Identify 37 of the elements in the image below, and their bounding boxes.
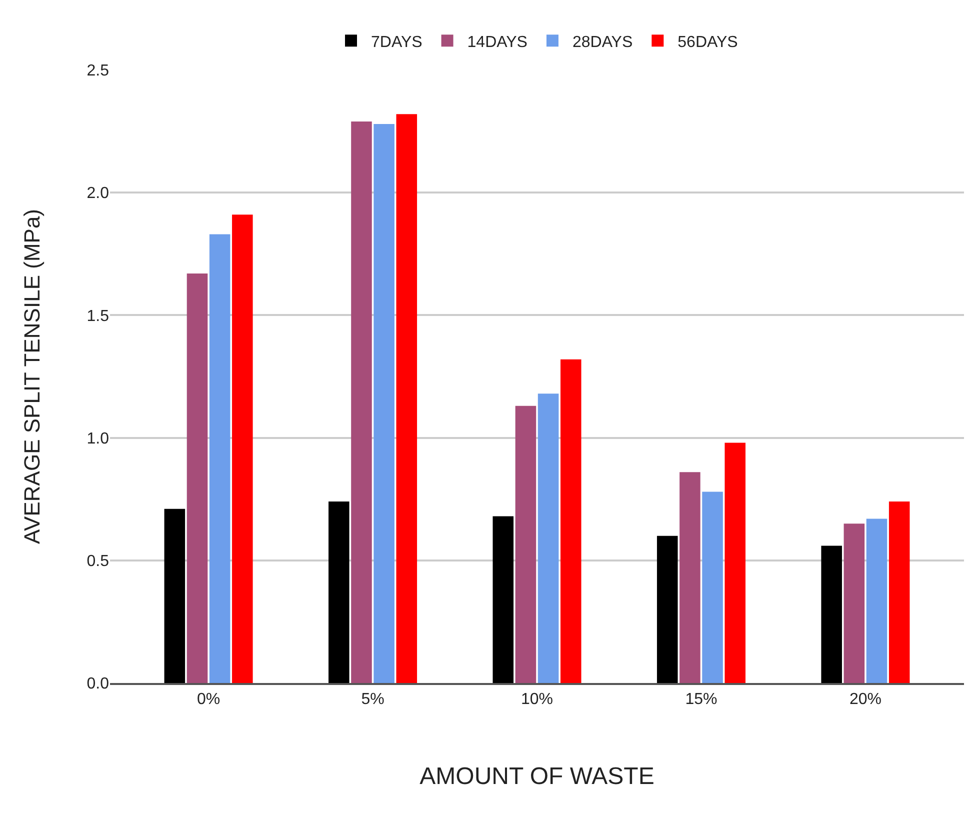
bar <box>866 518 888 683</box>
bar <box>844 524 865 683</box>
bar <box>164 508 186 683</box>
x-tick-label: 15% <box>685 691 718 708</box>
x-axis-title: AMOUNT OF WASTE <box>420 763 654 790</box>
bar <box>888 502 910 683</box>
y-tick-label: 2.5 <box>86 62 110 80</box>
bar <box>328 502 350 683</box>
bar <box>396 114 418 683</box>
x-tick-label: 5% <box>361 691 384 708</box>
bar <box>656 536 678 683</box>
legend-label: 28DAYS <box>572 34 633 51</box>
x-tick-label: 10% <box>520 691 554 708</box>
bar <box>821 546 842 683</box>
bar <box>702 492 723 683</box>
bar <box>374 124 394 683</box>
bar <box>560 359 582 683</box>
bar <box>351 121 372 683</box>
legend-label: 14DAYS <box>467 34 528 51</box>
y-axis-title: AVERAGE SPLIT TENSILE (MPa) <box>20 209 45 544</box>
x-tick-label: 0% <box>196 691 220 708</box>
y-tick-label: 2.0 <box>86 185 110 202</box>
y-tick-label: 1.5 <box>86 308 110 325</box>
bar <box>538 394 559 683</box>
bar <box>232 214 253 683</box>
legend-label: 56DAYS <box>678 34 738 51</box>
bar <box>492 516 514 683</box>
x-tick-label: 20% <box>849 691 882 708</box>
y-tick-label: 0.0 <box>86 676 110 693</box>
bar <box>515 406 536 683</box>
y-tick-label: 1.0 <box>86 430 110 448</box>
bar <box>680 472 700 683</box>
legend-label: 7DAYS <box>371 34 422 51</box>
bar <box>186 274 208 683</box>
y-tick-label: 0.5 <box>86 553 110 570</box>
bar <box>724 442 746 683</box>
bar <box>209 234 230 683</box>
